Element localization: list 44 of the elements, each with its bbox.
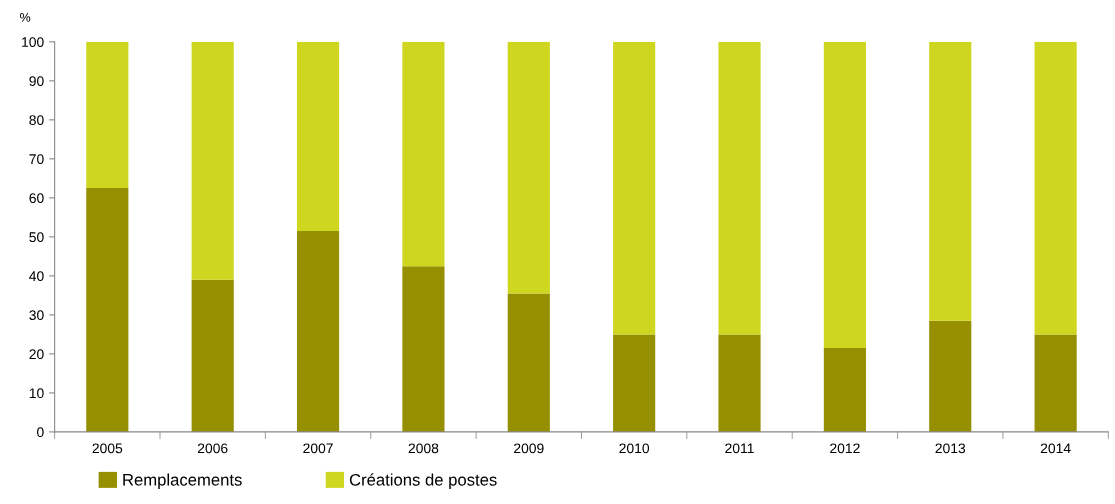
bar [613,41,656,335]
legend-label: Remplacements [123,473,242,489]
bar [507,41,550,294]
y-tick-label: 20 [29,349,44,360]
legend-label: Créations de postes [349,473,497,489]
x-tick-label: 2008 [408,443,439,454]
bar [718,41,761,335]
y-tick-label: 10 [29,388,44,399]
x-tick-label: 2005 [92,443,123,454]
y-tick-label: 80 [29,115,44,126]
bar [929,320,972,432]
bar [191,279,234,432]
y-tick-label: 50 [29,232,44,243]
y-tick-label: 40 [29,271,44,282]
bar [402,41,445,267]
y-axis-title: % [20,12,31,22]
bar [718,334,761,432]
bar [1034,41,1077,335]
bar [929,41,972,321]
x-tick-label: 2014 [1040,443,1071,454]
x-tick-label: 2012 [830,443,860,454]
bar [296,41,340,232]
bar [191,41,234,280]
y-tick-label: 100 [22,37,44,47]
x-tick-label: 2013 [935,443,966,454]
x-tick-label: 2007 [303,443,333,454]
bar [1034,334,1077,432]
x-tick-label: 2010 [619,443,650,454]
bar [86,41,129,189]
y-tick-label: 0 [37,427,44,438]
bar [823,348,866,432]
x-tick-label: 2006 [197,443,228,454]
y-tick-label: 60 [29,193,44,204]
y-tick-label: 30 [29,310,44,321]
bar [402,266,445,432]
bar [823,41,866,349]
bar [613,334,656,432]
x-tick-label: 2011 [725,443,754,454]
y-tick-label: 90 [29,76,44,87]
bar [507,293,550,432]
bar [86,188,129,432]
x-tick-label: 2009 [514,443,544,454]
y-tick-label: 70 [29,154,44,165]
bar [296,231,340,432]
